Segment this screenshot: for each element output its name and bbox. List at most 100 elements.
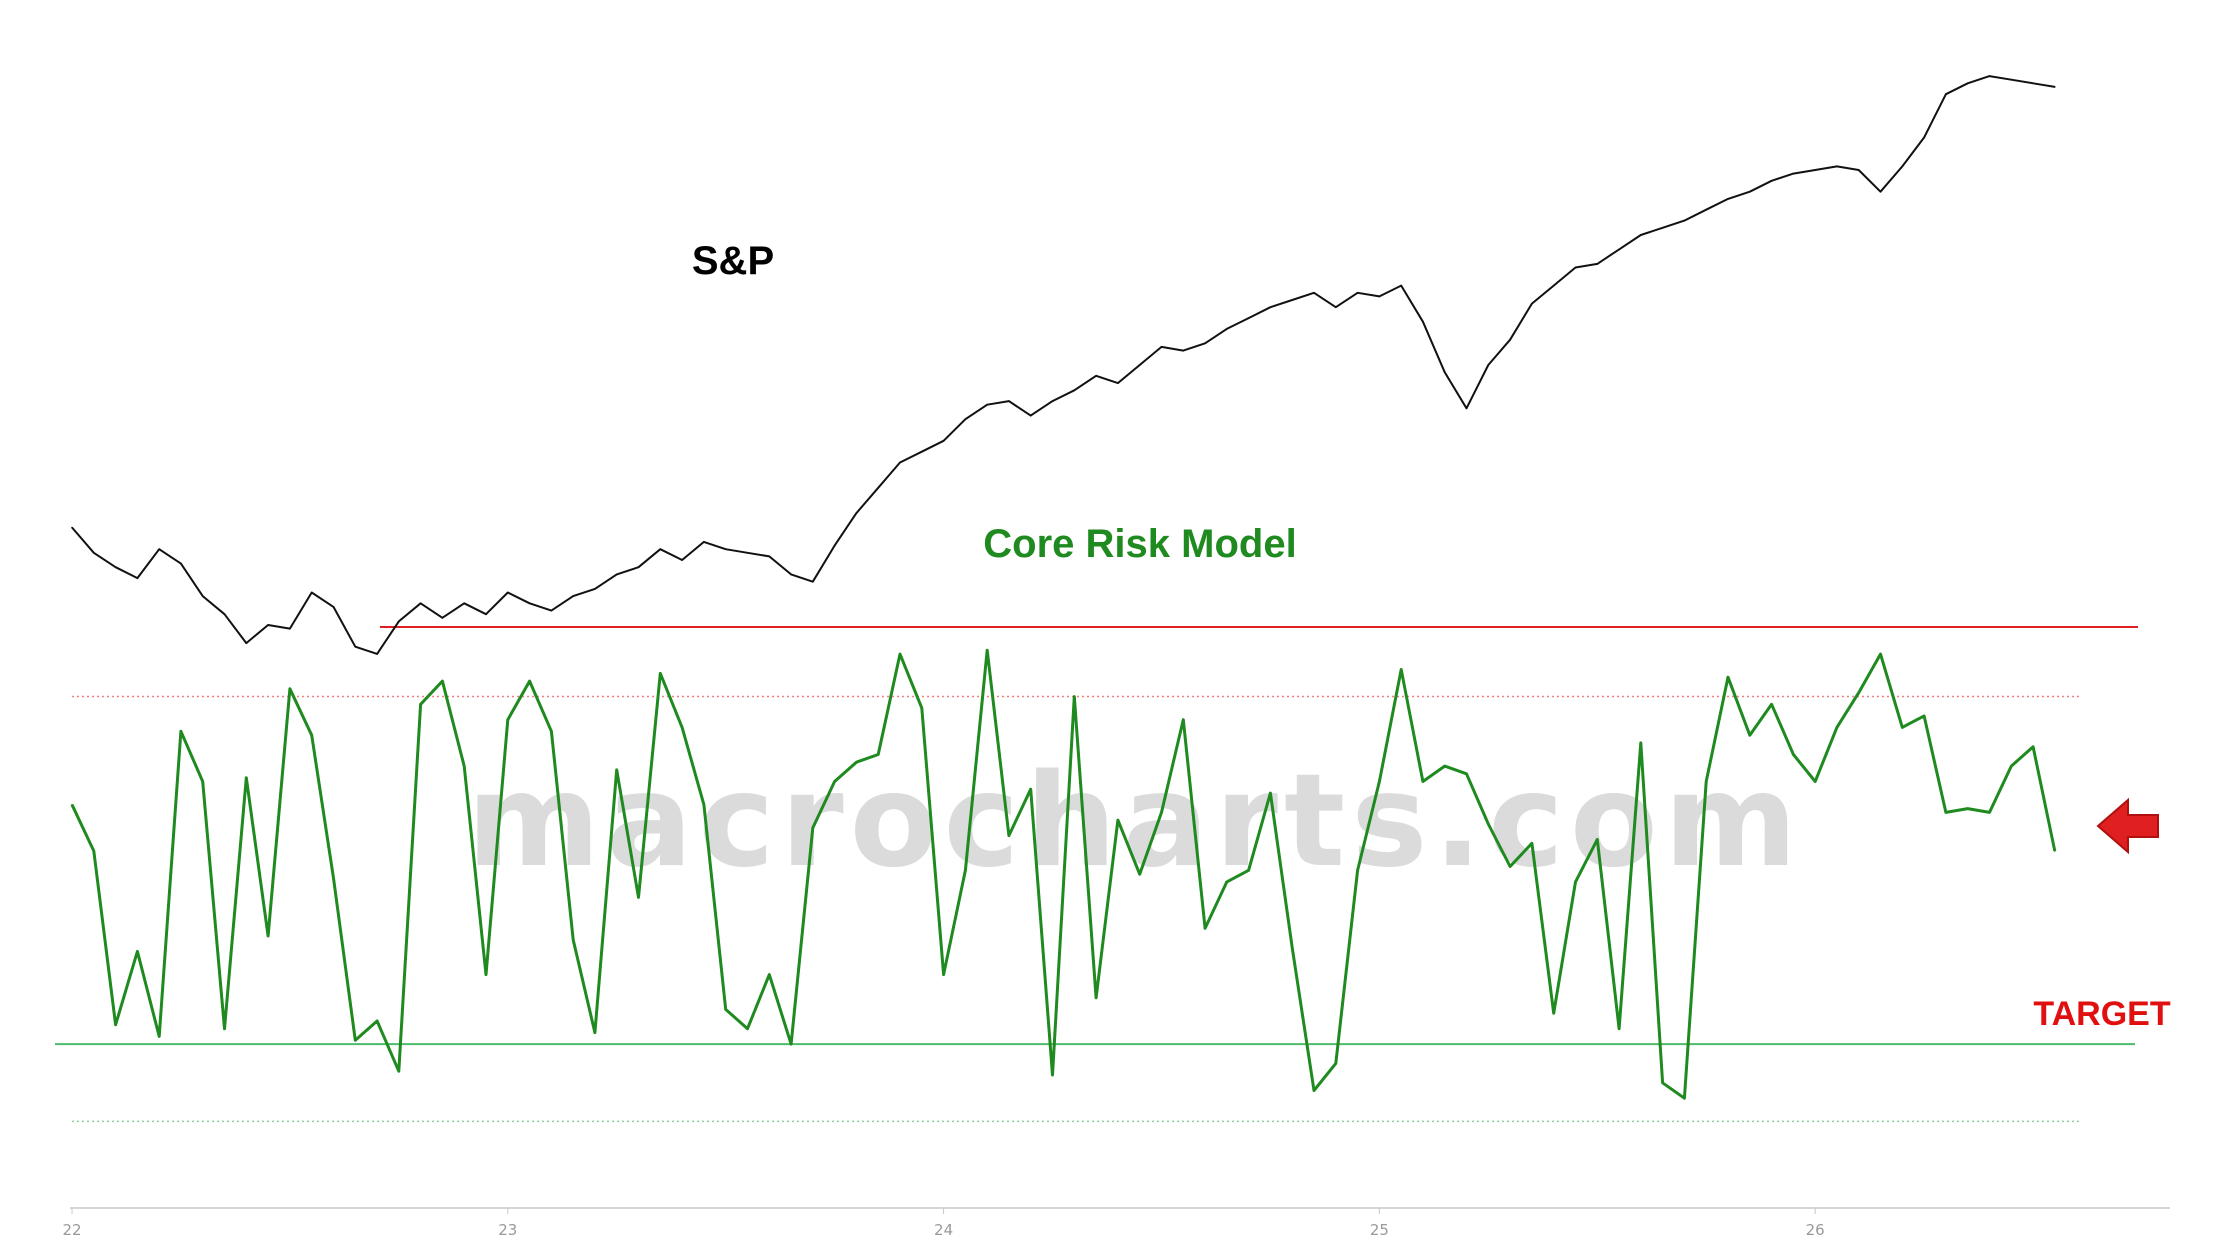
data-point xyxy=(1247,869,1250,872)
data-point xyxy=(572,595,574,597)
data-point xyxy=(615,573,618,576)
data-point xyxy=(1836,165,1838,168)
data-point xyxy=(2010,78,2013,81)
data-point xyxy=(1051,400,1054,402)
data-point xyxy=(1857,691,1860,694)
data-point xyxy=(1792,753,1795,756)
data-point xyxy=(1509,865,1511,868)
data-point xyxy=(1378,295,1381,298)
data-point xyxy=(1770,180,1773,182)
data-point xyxy=(855,512,858,514)
data-point xyxy=(877,487,879,489)
data-point xyxy=(768,973,771,976)
data-point xyxy=(2054,850,2056,852)
data-point xyxy=(93,850,95,852)
data-point xyxy=(180,730,182,733)
data-point xyxy=(1574,266,1577,269)
data-point xyxy=(136,577,139,579)
watermark: macrocharts.com xyxy=(467,747,1803,896)
data-point xyxy=(812,827,814,829)
data-point xyxy=(1465,407,1468,410)
data-point xyxy=(659,548,662,550)
target-label: TARGET xyxy=(2033,995,2170,1033)
data-point xyxy=(615,769,618,771)
data-point xyxy=(1966,82,1969,85)
data-point xyxy=(746,552,749,554)
arrow-left-icon xyxy=(2096,797,2159,855)
data-point xyxy=(528,680,531,682)
data-point xyxy=(158,1035,160,1038)
data-point xyxy=(267,935,269,937)
data-point xyxy=(1661,227,1664,229)
data-point xyxy=(550,730,553,733)
data-point xyxy=(1160,811,1163,814)
data-point xyxy=(746,1027,749,1030)
data-point xyxy=(419,602,422,605)
data-point xyxy=(1378,780,1381,783)
data-point xyxy=(289,688,291,690)
data-point xyxy=(1531,842,1533,845)
data-point xyxy=(1443,371,1446,374)
x-tick-label: 22 xyxy=(62,1221,81,1239)
data-point xyxy=(71,526,73,529)
data-point xyxy=(1661,1082,1664,1084)
data-point xyxy=(986,649,988,651)
data-point xyxy=(833,780,836,783)
data-point xyxy=(1291,946,1293,949)
x-tick-label: 25 xyxy=(1370,1221,1389,1239)
data-point xyxy=(1335,306,1337,309)
data-point xyxy=(245,776,248,779)
data-point xyxy=(528,602,531,605)
data-point xyxy=(1901,726,1904,729)
data-point xyxy=(594,1031,596,1034)
data-point xyxy=(1988,75,1991,77)
data-point xyxy=(376,1020,378,1022)
data-point xyxy=(114,566,117,568)
x-tick-label: 23 xyxy=(498,1221,517,1239)
data-point xyxy=(572,939,574,941)
data-point xyxy=(550,609,553,612)
data-point xyxy=(158,548,160,550)
data-point xyxy=(1204,927,1206,930)
data-point xyxy=(1247,317,1250,319)
data-point xyxy=(768,555,771,558)
data-point xyxy=(1051,1074,1054,1076)
data-point xyxy=(594,588,596,590)
data-point xyxy=(441,680,444,682)
data-point xyxy=(921,707,923,709)
data-point xyxy=(1117,819,1119,821)
x-tick-label: 24 xyxy=(934,1221,953,1239)
data-point xyxy=(485,613,487,615)
data-point xyxy=(1727,198,1729,200)
data-point xyxy=(1836,726,1838,729)
data-point xyxy=(1531,302,1533,305)
data-point xyxy=(1770,703,1773,706)
data-point xyxy=(507,591,509,594)
data-point xyxy=(332,606,335,608)
data-point xyxy=(223,1027,226,1030)
data-point xyxy=(833,544,836,547)
data-point xyxy=(1487,823,1490,825)
data-point xyxy=(310,734,313,736)
data-point xyxy=(507,718,509,721)
data-point xyxy=(681,559,683,561)
data-point xyxy=(812,580,814,583)
data-point xyxy=(485,973,487,976)
data-point xyxy=(1008,834,1010,837)
data-point xyxy=(1138,364,1141,366)
data-point xyxy=(223,613,226,615)
data-point xyxy=(2010,765,2013,767)
data-point xyxy=(1945,811,1947,814)
data-point xyxy=(1226,328,1228,330)
data-point xyxy=(2032,82,2034,85)
data-point xyxy=(267,624,269,626)
data-point xyxy=(899,653,901,655)
data-point xyxy=(1029,788,1032,790)
data-point xyxy=(332,877,335,879)
data-point xyxy=(1356,292,1359,294)
data-point xyxy=(1269,792,1272,794)
data-point xyxy=(1356,869,1359,872)
data-point xyxy=(289,627,291,630)
data-point xyxy=(1443,765,1446,767)
data-point xyxy=(376,653,378,655)
